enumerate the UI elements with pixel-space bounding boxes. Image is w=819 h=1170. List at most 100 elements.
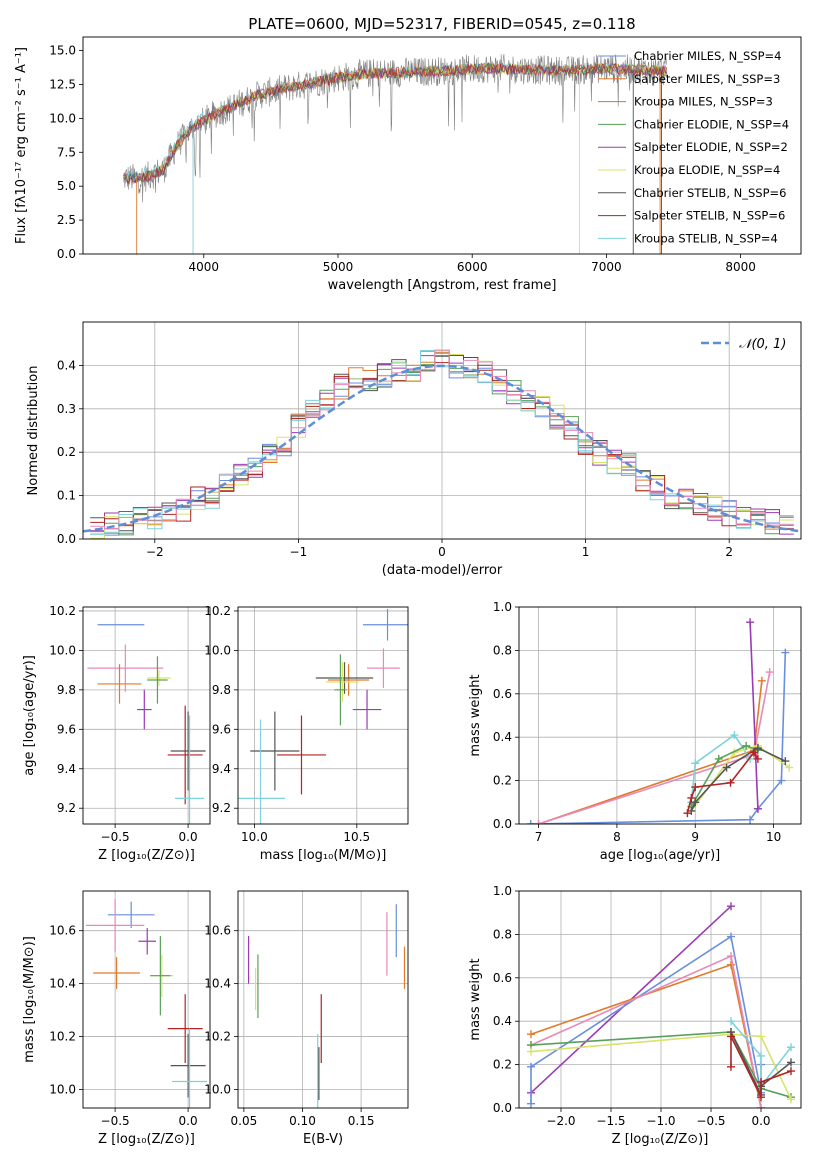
tick-label-y: 0.2 <box>493 774 512 788</box>
tick-label-y: 10.0 <box>49 111 76 125</box>
series-marker-salp_stel <box>727 1062 735 1071</box>
series-marker-salp_stel <box>757 1093 765 1102</box>
tick-label-y: 0.6 <box>493 687 512 701</box>
series-marker-chab_miles <box>727 932 735 941</box>
plot-area <box>85 898 208 1108</box>
series-marker-salp_elod <box>746 618 755 627</box>
tick-label-y: 10.2 <box>49 1030 76 1044</box>
series-line-salp_elod <box>749 622 759 809</box>
tick-label-y: 0.0 <box>57 247 76 261</box>
tick-label-x: −0.5 <box>101 830 130 844</box>
tick-label-y: 9.2 <box>57 801 76 815</box>
tick-label-x: −2.0 <box>546 1114 575 1128</box>
axes-frame <box>518 890 802 1109</box>
tick-label-x: −0.5 <box>101 1114 130 1128</box>
x-axis-label: (data-model)/error <box>382 563 503 578</box>
x-axis-label: mass [log₁₀(M/M⊙)] <box>260 848 387 863</box>
tick-label-x: −1 <box>290 545 308 559</box>
tick-label-y: 9.6 <box>57 722 76 736</box>
tick-label-y: 0.6 <box>493 971 512 985</box>
tick-label-y: 9.8 <box>212 683 231 697</box>
tick-label-y: 0.8 <box>493 927 512 941</box>
panel-age_vs_mass: 10.0 10.5 9.2 9.4 9.6 9.8 10.0 10.2 mass [log₁₀(… <box>204 604 409 863</box>
tick-label-y: 10.6 <box>49 924 76 938</box>
series-marker-salp_stel <box>787 1067 795 1076</box>
tick-label-y: 15.0 <box>49 44 76 58</box>
x-axis-label: Z [log₁₀(Z/Z⊙)] <box>98 1132 195 1147</box>
plot-area <box>527 902 795 1108</box>
observed-spectrum <box>123 53 667 203</box>
legend-label: Kroupa STELIB, N_SSP=4 <box>634 231 778 245</box>
y-axis-label: age [log₁₀(age/yr)] <box>22 655 37 776</box>
series-line-chab_elod <box>530 1031 792 1098</box>
x-axis-label: age [log₁₀(age/yr)] <box>600 848 721 863</box>
legend: 𝒩(0, 1) <box>701 337 786 352</box>
axes-frame <box>518 606 802 825</box>
tick-label-y: 5.0 <box>57 179 76 193</box>
tick-label-y: 0.1 <box>57 489 76 503</box>
tick-label-x: 6000 <box>457 260 488 274</box>
series-marker-krou_stel <box>757 1051 765 1060</box>
series-marker-salp_miles <box>527 1030 535 1039</box>
axes-frame <box>237 890 409 1109</box>
series-marker-pink <box>765 668 774 677</box>
tick-label-y: 10.0 <box>49 1082 76 1096</box>
series-marker-chab_stel <box>722 763 731 772</box>
axes-frame <box>82 890 211 1109</box>
panel-residuals: −2 −1 0 1 2 0.0 0.1 0.2 0.3 0.4 (data-model)/error… <box>26 321 802 578</box>
tick-label-x: 0.15 <box>348 1114 375 1128</box>
tick-label-x: 0.0 <box>179 1114 198 1128</box>
tick-label-x: −1.5 <box>596 1114 625 1128</box>
tick-label-x: −1.0 <box>646 1114 675 1128</box>
chart-title: PLATE=0600, MJD=52317, FIBERID=0545, z=0… <box>248 15 635 33</box>
x-axis-label: Z [log₁₀(Z/Z⊙)] <box>612 1132 709 1147</box>
tick-label-x: 10.0 <box>241 830 268 844</box>
series-marker-salp_elod <box>753 804 762 813</box>
panel-EBV: 0.05 0.10 0.15 10.0 10.2 10.4 10.6 E(B-V) <box>204 890 409 1147</box>
series-marker-salp_stel <box>726 778 735 787</box>
legend-label: Kroupa ELODIE, N_SSP=4 <box>634 163 780 177</box>
panel-mass_vs_Z: −0.5 0.0 10.0 10.2 10.4 10.6 Z [log₁₀(Z/Z⊙)] ma… <box>22 890 211 1147</box>
tick-label-x: 7000 <box>591 260 622 274</box>
series-marker-pink <box>757 1104 765 1108</box>
series-marker-krou_elod <box>527 1047 535 1056</box>
plot-area <box>122 53 668 254</box>
y-axis-label: mass weight <box>468 958 483 1040</box>
series-marker-salp_stel <box>691 783 700 792</box>
tick-label-x: 0.10 <box>289 1114 316 1128</box>
legend-label: Salpeter ELODIE, N_SSP=2 <box>634 140 788 154</box>
legend-label: 𝒩(0, 1) <box>739 337 786 352</box>
tick-label-x: 5000 <box>323 260 354 274</box>
tick-label-x: 10 <box>766 830 781 844</box>
tick-label-x: 0.0 <box>751 1114 770 1128</box>
series-marker-krou_elod <box>785 763 794 772</box>
tick-label-y: 7.5 <box>57 145 76 159</box>
panel-spectrum: 4000 5000 6000 7000 8000 0.0 2.5 5.0 7.5 10.0 12.5… <box>14 15 802 293</box>
series-marker-chab_stel <box>781 757 790 766</box>
tick-label-x: 10.5 <box>343 830 370 844</box>
plot-area <box>247 904 406 1108</box>
panel-mass_weight_vs_age: 7 8 9 10 0.0 0.2 0.4 0.6 0.8 1.0 age [log₁₀(age/yr… <box>468 600 802 863</box>
legend-label: Chabrier MILES, N_SSP=4 <box>634 49 781 63</box>
tick-label-x: 7 <box>535 830 543 844</box>
plot-area <box>83 349 799 539</box>
series-marker-salp_miles <box>757 676 766 685</box>
series-marker-chab_miles <box>777 776 786 785</box>
tick-label-y: 9.6 <box>212 722 231 736</box>
legend: Chabrier MILES, N_SSP=4 Salpeter MILES, N… <box>598 49 789 245</box>
x-axis-label: Z [log₁₀(Z/Z⊙)] <box>98 848 195 863</box>
tick-label-y: 10.0 <box>49 643 76 657</box>
tick-label-y: 10.6 <box>204 924 231 938</box>
tick-label-y: 10.2 <box>204 604 231 618</box>
series-marker-krou_stel <box>730 731 739 740</box>
tick-label-y: 0.4 <box>493 730 512 744</box>
series-marker-chab_miles <box>527 1062 535 1071</box>
tick-label-y: 9.2 <box>212 801 231 815</box>
tick-label-x: 1 <box>582 545 590 559</box>
series-marker-chab_stel <box>753 744 762 753</box>
series-marker-krou_elod <box>787 1095 795 1104</box>
series-line-chab_miles <box>530 652 787 824</box>
series-line-chab_elod <box>690 745 759 807</box>
tick-label-y: 0.2 <box>57 445 76 459</box>
